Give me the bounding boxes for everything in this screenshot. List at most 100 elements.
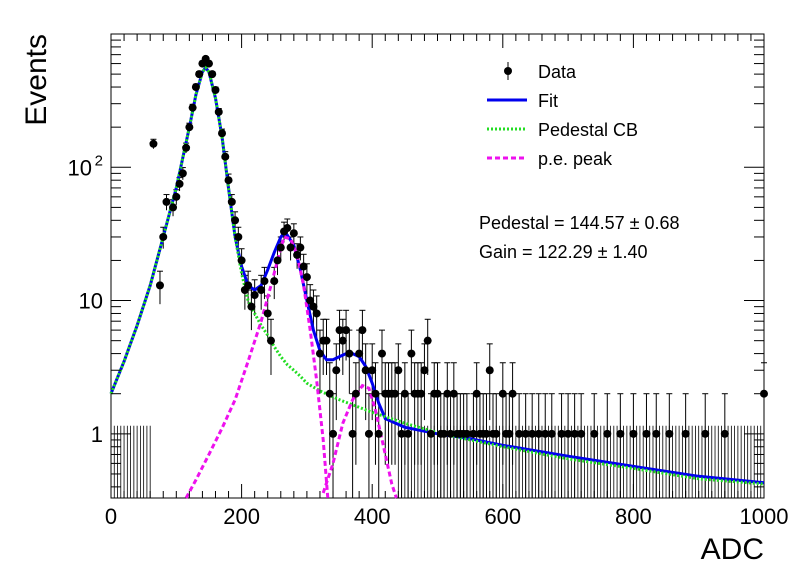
data-point bbox=[191, 83, 200, 92]
data-point bbox=[472, 389, 481, 398]
data-point bbox=[361, 366, 370, 375]
data-point bbox=[155, 281, 164, 290]
y-axis-label: Events bbox=[20, 34, 53, 126]
data-point bbox=[231, 216, 240, 225]
curve-p-e-peak bbox=[184, 235, 330, 499]
data-point bbox=[515, 429, 524, 438]
data-point bbox=[521, 429, 530, 438]
data-point bbox=[312, 309, 321, 318]
data-point bbox=[397, 429, 406, 438]
legend-label: p.e. peak bbox=[538, 149, 613, 169]
data-point bbox=[577, 429, 586, 438]
data-point bbox=[364, 429, 373, 438]
data-point bbox=[368, 366, 377, 375]
data-point bbox=[400, 389, 409, 398]
curve-p-e-peak-2 bbox=[321, 383, 398, 499]
y-tick-label-exponent: 2 bbox=[95, 152, 103, 169]
data-point bbox=[446, 429, 455, 438]
data-point bbox=[338, 336, 347, 345]
data-point bbox=[570, 429, 579, 438]
x-tick-label: 600 bbox=[484, 504, 521, 529]
data-point bbox=[547, 429, 556, 438]
data-point bbox=[482, 429, 491, 438]
data-point bbox=[440, 429, 449, 438]
data-point bbox=[629, 429, 638, 438]
data-point bbox=[149, 139, 158, 148]
data-point bbox=[701, 429, 710, 438]
data-point bbox=[208, 70, 217, 79]
data-point bbox=[492, 429, 501, 438]
data-point bbox=[299, 262, 308, 271]
data-point bbox=[266, 336, 275, 345]
data-markers bbox=[149, 54, 768, 438]
legend-label: Fit bbox=[538, 91, 558, 111]
data-point bbox=[332, 366, 341, 375]
data-point bbox=[257, 285, 266, 294]
data-point bbox=[263, 309, 272, 318]
data-point bbox=[188, 103, 197, 112]
data-point bbox=[564, 429, 573, 438]
data-point bbox=[407, 349, 416, 358]
data-point bbox=[681, 429, 690, 438]
x-tick-label: 1000 bbox=[740, 504, 789, 529]
data-point bbox=[665, 429, 674, 438]
data-point bbox=[315, 349, 324, 358]
data-point bbox=[169, 203, 178, 212]
legend-label: Pedestal CB bbox=[538, 120, 638, 140]
legend-label: Data bbox=[538, 62, 577, 82]
data-point bbox=[348, 429, 357, 438]
data-point bbox=[394, 366, 403, 375]
data-point bbox=[211, 86, 220, 95]
data-point bbox=[642, 429, 651, 438]
data-point bbox=[329, 429, 338, 438]
data-point bbox=[391, 389, 400, 398]
data-point bbox=[423, 336, 432, 345]
data-point bbox=[214, 107, 223, 116]
data-point bbox=[508, 389, 517, 398]
fit-result: Pedestal = 144.57 ± 0.68 bbox=[479, 213, 680, 233]
data-point bbox=[377, 349, 386, 358]
data-point bbox=[159, 232, 168, 241]
data-point bbox=[322, 336, 331, 345]
data-point bbox=[541, 429, 550, 438]
data-point bbox=[306, 296, 315, 305]
data-point bbox=[417, 389, 426, 398]
data-point bbox=[342, 326, 351, 335]
data-point bbox=[286, 243, 295, 252]
legend: Data Fit Pedestal CB p.e. peak bbox=[487, 62, 638, 169]
data-point bbox=[351, 389, 360, 398]
data-point bbox=[485, 366, 494, 375]
data-point bbox=[175, 179, 184, 188]
data-point bbox=[603, 429, 612, 438]
data-point bbox=[302, 273, 311, 282]
data-point bbox=[505, 429, 514, 438]
data-point bbox=[172, 192, 181, 201]
data-point bbox=[250, 291, 259, 300]
data-point bbox=[227, 197, 236, 206]
data-point bbox=[469, 429, 478, 438]
data-point bbox=[178, 169, 187, 178]
curve-fit bbox=[109, 65, 765, 485]
data-point bbox=[335, 326, 344, 335]
data-point bbox=[652, 429, 661, 438]
data-point bbox=[218, 129, 227, 138]
data-point bbox=[345, 349, 354, 358]
data-point bbox=[182, 143, 191, 152]
fit-result: Gain = 122.29 ± 1.40 bbox=[479, 242, 648, 262]
data-point bbox=[276, 243, 285, 252]
data-point bbox=[449, 389, 458, 398]
data-point bbox=[204, 59, 213, 68]
data-point bbox=[293, 250, 302, 259]
x-tick-label: 0 bbox=[105, 504, 117, 529]
data-point bbox=[273, 256, 282, 265]
data-point bbox=[462, 429, 471, 438]
fit-results: Pedestal = 144.57 ± 0.68 Gain = 122.29 ± … bbox=[479, 213, 680, 262]
data-point bbox=[195, 70, 204, 79]
data-point bbox=[162, 197, 171, 206]
data-point bbox=[221, 152, 230, 161]
data-point bbox=[374, 429, 383, 438]
data-point bbox=[433, 389, 442, 398]
data-point bbox=[224, 176, 233, 185]
data-point bbox=[296, 243, 305, 252]
